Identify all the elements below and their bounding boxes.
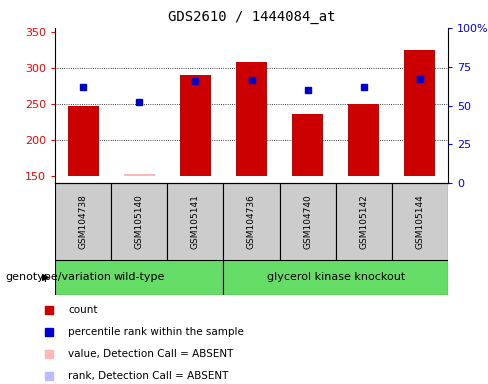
Text: GSM104740: GSM104740 [303,194,312,249]
Text: GSM104738: GSM104738 [79,194,87,249]
Text: value, Detection Call = ABSENT: value, Detection Call = ABSENT [68,349,234,359]
Text: genotype/variation: genotype/variation [5,273,111,283]
Bar [224,260,448,295]
Bar [55,260,224,295]
Bar [336,183,392,260]
Bar [224,183,280,260]
Bar [124,174,155,176]
Text: rank, Detection Call = ABSENT: rank, Detection Call = ABSENT [68,371,229,381]
Bar [55,183,111,260]
Bar [392,183,448,260]
Bar [180,75,211,176]
Text: percentile rank within the sample: percentile rank within the sample [68,327,244,337]
Bar [292,114,323,176]
Text: GSM105142: GSM105142 [359,194,368,249]
Text: GSM105140: GSM105140 [135,194,143,249]
Bar [348,104,379,176]
Bar [111,183,167,260]
Bar [167,183,224,260]
Text: GSM104736: GSM104736 [247,194,256,249]
Bar [280,183,336,260]
Text: GSM105141: GSM105141 [191,194,200,249]
Title: GDS2610 / 1444084_at: GDS2610 / 1444084_at [168,10,335,24]
Text: wild-type: wild-type [114,273,165,283]
Text: GSM105144: GSM105144 [415,194,425,249]
Text: count: count [68,305,98,315]
Bar [405,50,435,176]
Bar [236,62,267,176]
Text: glycerol kinase knockout: glycerol kinase knockout [266,273,405,283]
Bar [68,106,99,176]
